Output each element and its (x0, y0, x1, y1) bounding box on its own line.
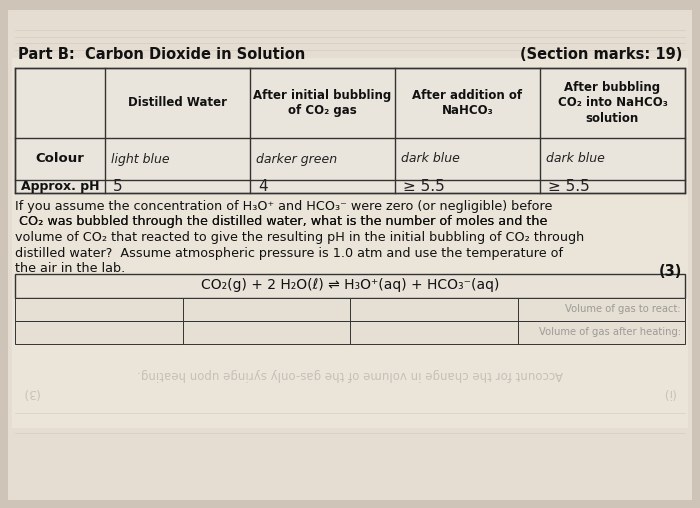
Text: ≥ 5.5: ≥ 5.5 (548, 179, 589, 194)
Text: CO₂ was bubbled through the distilled water, what is the number of moles and the: CO₂ was bubbled through the distilled wa… (15, 215, 547, 229)
Text: CO₂(g) + 2 H₂O(ℓ) ⇌ H₃O⁺(aq) + HCO₃⁻(aq): CO₂(g) + 2 H₂O(ℓ) ⇌ H₃O⁺(aq) + HCO₃⁻(aq) (201, 278, 499, 293)
Text: CO₂ was bubbled through the distilled water, what is the number of moles and the: CO₂ was bubbled through the distilled wa… (15, 215, 547, 229)
Text: Account for the change in volume of the gas-only syringe upon heating.: Account for the change in volume of the … (137, 368, 563, 381)
Text: Part B:  Carbon Dioxide in Solution: Part B: Carbon Dioxide in Solution (18, 47, 305, 62)
Text: the air in the lab.: the air in the lab. (15, 262, 125, 275)
Text: dark blue: dark blue (546, 152, 605, 166)
Text: After addition of
NaHCO₃: After addition of NaHCO₃ (412, 89, 523, 117)
Text: (3): (3) (21, 386, 38, 399)
Text: Approx. pH: Approx. pH (21, 180, 99, 193)
Text: Volume of gas to react:: Volume of gas to react: (566, 304, 681, 314)
Text: (Section marks: 19): (Section marks: 19) (519, 47, 682, 62)
Text: 5: 5 (113, 179, 122, 194)
Text: After bubbling
CO₂ into NaHCO₃
solution: After bubbling CO₂ into NaHCO₃ solution (558, 81, 667, 124)
Text: darker green: darker green (256, 152, 337, 166)
Text: 4: 4 (258, 179, 267, 194)
Text: CO₂ was bubbled through the distilled water, what is the number of: CO₂ was bubbled through the distilled wa… (15, 215, 456, 229)
Bar (15, 298, 685, 321)
Bar (15, 321, 685, 343)
Text: distilled water?  Assume atmospheric pressure is 1.0 atm and use the temperature: distilled water? Assume atmospheric pres… (15, 246, 563, 260)
Text: Colour: Colour (36, 152, 85, 166)
Bar (12, 58, 688, 428)
Text: light blue: light blue (111, 152, 169, 166)
Text: volume of CO₂ that reacted to give the resulting pH in the initial bubbling of C: volume of CO₂ that reacted to give the r… (15, 231, 584, 244)
Text: After initial bubbling
of CO₂ gas: After initial bubbling of CO₂ gas (253, 89, 391, 117)
Text: Volume of gas after heating:: Volume of gas after heating: (539, 327, 681, 337)
Text: (3): (3) (659, 264, 682, 279)
Bar (15, 273, 685, 298)
Text: dark blue: dark blue (401, 152, 460, 166)
Text: Distilled Water: Distilled Water (128, 97, 227, 110)
Text: If you assume the concentration of H₃O⁺ and HCO₃⁻ were zero (or negligible) befo: If you assume the concentration of H₃O⁺ … (15, 200, 552, 213)
Text: ≥ 5.5: ≥ 5.5 (403, 179, 444, 194)
Bar (15, 68, 685, 193)
Text: (i): (i) (662, 386, 675, 399)
